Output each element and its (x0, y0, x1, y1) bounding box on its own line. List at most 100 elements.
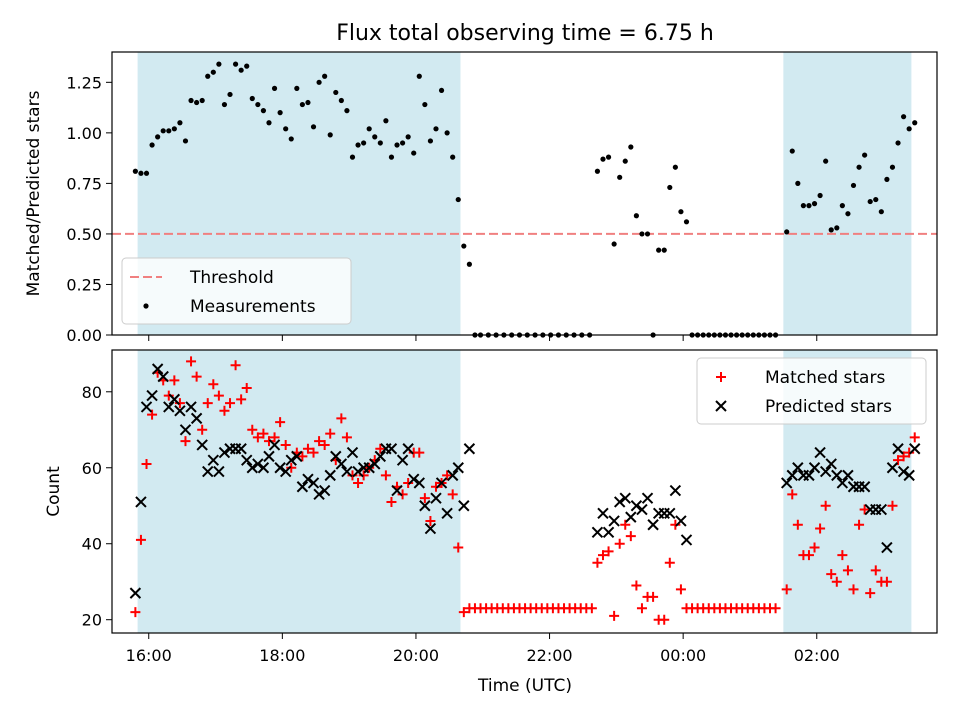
matched-stars-point-24 (263, 436, 274, 447)
matched-stars-point-122 (815, 523, 826, 534)
predicted-stars-point-10 (185, 401, 197, 413)
y-tick-label: 1.00 (66, 124, 102, 143)
predicted-stars-point-26 (274, 462, 286, 474)
predicted-stars-point-75 (669, 484, 682, 497)
matched-stars-point-23 (258, 428, 269, 439)
measurements-point-120 (839, 203, 845, 209)
matched-stars-point-20 (241, 382, 252, 393)
matched-stars-point-98 (675, 584, 686, 595)
predicted-stars-point-56 (441, 507, 453, 520)
matched-stars-point-95 (659, 614, 670, 625)
measurements-point-45 (383, 118, 389, 124)
predicted-stars-point-77 (680, 534, 693, 546)
measurements-point-43 (372, 134, 378, 140)
matched-stars-point-28 (286, 462, 297, 473)
x-tick-label: 02:00 (794, 646, 840, 665)
predicted-stars-point-50 (408, 473, 420, 485)
matched-stars-point-44 (375, 443, 386, 454)
legend-entry-label: Predicted stars (765, 397, 892, 417)
matched-stars-point-124 (826, 569, 837, 580)
y-tick-label: 1.25 (66, 73, 102, 92)
predicted-stars-point-31 (302, 473, 314, 485)
measurements-point-9 (182, 138, 189, 144)
measurements-point-79 (605, 154, 612, 160)
measurements-point-6 (166, 128, 172, 134)
measurements-point-90 (667, 184, 673, 191)
matched-stars-point-132 (870, 565, 881, 576)
matched-stars-point-89 (625, 531, 636, 542)
measurements-point-8 (177, 120, 183, 126)
matched-stars-point-123 (820, 500, 831, 511)
measurements-point-21 (249, 95, 255, 102)
measurements-point-124 (862, 152, 868, 158)
axes-frame (111, 349, 938, 634)
measurements-point-58 (455, 196, 461, 203)
matched-stars-point-7 (169, 375, 180, 386)
predicted-stars-point-99 (897, 465, 910, 478)
measurements-point-53 (427, 138, 434, 144)
measurements-point-27 (283, 126, 289, 132)
matched-stars-point-32 (308, 447, 319, 458)
predicted-stars-point-1 (135, 496, 147, 508)
x-tick-label: 18:00 (259, 646, 305, 665)
predicted-stars-point-47 (391, 484, 403, 497)
measurements-point-57 (450, 154, 456, 160)
predicted-stars-point-100 (903, 469, 915, 482)
matched-stars-point-18 (230, 360, 241, 371)
predicted-stars-point-46 (385, 443, 398, 455)
matched-stars-point-139 (909, 432, 920, 443)
predicted-stars-point-13 (202, 465, 214, 478)
matched-stars-point-0 (130, 607, 141, 618)
measurements-point-119 (834, 225, 840, 231)
predicted-stars-point-71 (647, 519, 659, 531)
measurements-point-1 (138, 170, 144, 176)
matched-stars-point-39 (347, 470, 358, 481)
measurements-point-89 (661, 247, 667, 253)
predicted-stars-point-63 (602, 526, 615, 539)
x-tick-label: 22:00 (526, 646, 572, 665)
x-axis-label: Time (UTC) (477, 676, 572, 696)
matched-stars-point-87 (614, 538, 625, 549)
legend-entry-label: Measurements (190, 297, 316, 317)
predicted-stars-point-62 (597, 507, 609, 520)
matched-stars-point-93 (648, 591, 659, 602)
measurements-point-129 (889, 164, 896, 170)
matched-stars-point-128 (848, 584, 859, 595)
predicted-stars-point-22 (252, 458, 264, 470)
measurements-point-49 (405, 134, 411, 140)
matched-stars-point-129 (854, 519, 865, 530)
y-tick-label: 80 (82, 383, 102, 402)
predicted-stars-point-72 (652, 507, 665, 520)
predicted-stars-point-34 (318, 484, 331, 497)
measurements-point-125 (867, 198, 873, 205)
measurements-point-40 (355, 142, 361, 148)
predicted-stars-point-88 (836, 477, 849, 489)
measurements-point-81 (617, 174, 623, 180)
matched-stars-point-82 (586, 603, 597, 614)
measurements-point-33 (316, 79, 322, 85)
predicted-stars-point-5 (157, 370, 169, 383)
measurements-point-88 (656, 247, 662, 253)
predicted-stars-point-69 (636, 503, 648, 516)
x-tick-label: 00:00 (660, 646, 706, 665)
measurements-point-0 (132, 168, 138, 174)
measurements-point-41 (361, 140, 367, 146)
matched-stars-point-40 (353, 477, 364, 488)
measurements-point-78 (600, 156, 606, 162)
matched-stars-point-134 (881, 576, 892, 587)
matched-stars-point-97 (670, 519, 681, 530)
matched-stars-point-35 (325, 428, 336, 439)
matched-stars-point-130 (859, 504, 870, 515)
measurements-point-118 (828, 227, 834, 233)
predicted-stars-point-11 (190, 412, 203, 425)
predicted-stars-point-21 (246, 462, 258, 474)
predicted-stars-point-0 (129, 587, 142, 599)
matched-stars-point-49 (403, 477, 414, 488)
matched-stars-point-13 (202, 398, 213, 409)
predicted-stars-point-74 (664, 507, 676, 520)
predicted-stars-point-35 (324, 469, 336, 482)
y-tick-label: 0.00 (66, 326, 102, 345)
predicted-stars-point-73 (658, 507, 670, 520)
predicted-stars-point-25 (268, 439, 281, 451)
predicted-stars-point-67 (625, 511, 637, 523)
